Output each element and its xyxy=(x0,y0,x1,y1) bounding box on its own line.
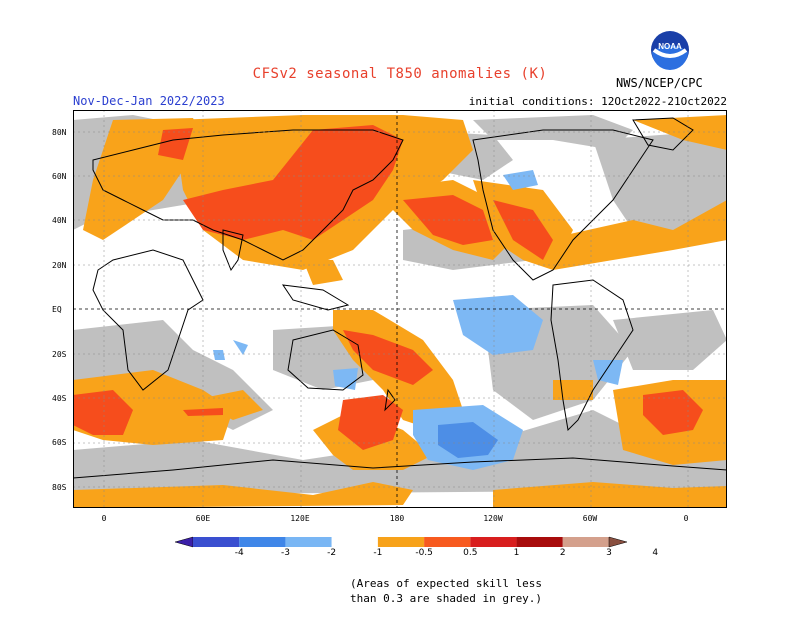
lon-label: 0 xyxy=(683,514,689,523)
new-zealand-outline xyxy=(384,388,396,412)
greenland-outline xyxy=(632,117,694,151)
lon-label: 180 xyxy=(389,514,405,523)
africa-outline xyxy=(92,249,204,391)
colorbar-segment xyxy=(331,537,378,547)
australia-outline xyxy=(287,329,364,391)
colorbar-segment xyxy=(377,537,425,547)
map-frame xyxy=(73,110,727,508)
initial-conditions-label: initial conditions: 12Oct2022-21Oct2022 xyxy=(468,95,727,108)
lon-label: 0 xyxy=(101,514,107,523)
antarctica-outline xyxy=(73,457,727,479)
colorbar-tick-label: 1 xyxy=(513,548,520,558)
colorbar-tick-label: -3 xyxy=(280,548,290,558)
colorbar-segment xyxy=(424,537,471,547)
colorbar-segment xyxy=(516,537,563,547)
colorbar-tick-label: 2 xyxy=(559,548,566,558)
lat-label: EQ xyxy=(52,305,62,314)
south-america-outline xyxy=(550,279,634,432)
anomaly-map xyxy=(73,110,727,508)
lat-label: 20N xyxy=(52,261,67,270)
lat-label: 80S xyxy=(52,483,67,492)
coastlines xyxy=(73,117,727,479)
colorbar-tick-label: -4 xyxy=(234,548,244,558)
colorbar-segment xyxy=(285,537,332,547)
lon-label: 60W xyxy=(582,514,598,523)
colorbar-tick-label: -1 xyxy=(373,548,383,558)
north-america-outline xyxy=(472,129,654,281)
colorbar xyxy=(175,536,627,548)
lat-label: 80N xyxy=(52,128,67,137)
cool-anomaly-light xyxy=(213,170,623,470)
colorbar-segment xyxy=(239,537,286,547)
colorbar-segment xyxy=(193,537,240,547)
noaa-logo: NOAA xyxy=(651,31,689,70)
colorbar-tick-label: -2 xyxy=(327,548,337,558)
colorbar-tick-label: 4 xyxy=(652,548,659,558)
map-title: CFSv2 seasonal T850 anomalies (K) xyxy=(252,66,548,82)
lat-label: 20S xyxy=(52,350,67,359)
season-label: Nov-Dec-Jan 2022/2023 xyxy=(73,94,225,108)
colorbar-segment xyxy=(470,537,517,547)
indonesia-outline xyxy=(281,284,350,311)
logo-text: NOAA xyxy=(658,42,682,51)
colorbar-segment xyxy=(608,536,627,548)
lon-label: 60E xyxy=(195,514,211,523)
colorbar-segment xyxy=(175,536,194,548)
colorbar-tick-label: 0.5 xyxy=(463,548,478,558)
eurasia-outline xyxy=(92,129,404,261)
skill-note: (Areas of expected skill less than 0.3 a… xyxy=(350,577,543,605)
colorbar-segment xyxy=(562,537,609,547)
lon-label: 120W xyxy=(483,514,503,523)
lat-label: 60N xyxy=(52,172,67,181)
lat-label: 40N xyxy=(52,216,67,225)
agency-label: NWS/NCEP/CPC xyxy=(616,76,703,90)
lat-label: 40S xyxy=(52,394,67,403)
colorbar-tick-label: 3 xyxy=(606,548,612,558)
colorbar-tick-label: -0.5 xyxy=(415,548,433,558)
lat-label: 60S xyxy=(52,438,67,447)
graticule xyxy=(73,110,727,508)
cool-anomaly-moderate xyxy=(438,422,498,458)
lon-label: 120E xyxy=(290,514,310,523)
